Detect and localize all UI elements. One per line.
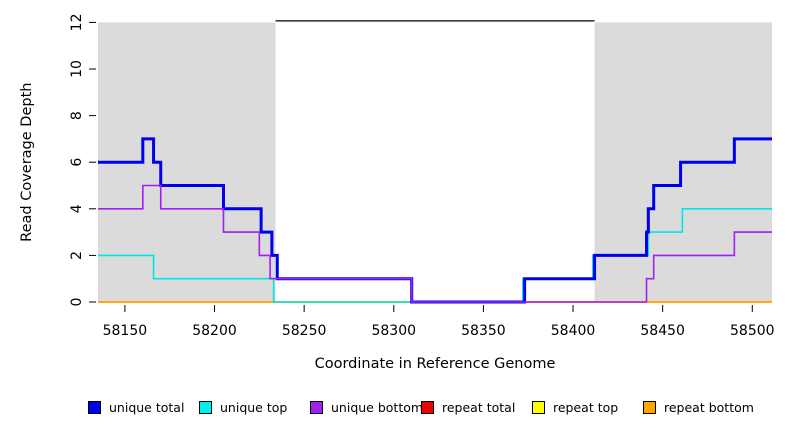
x-tick-label: 58150 [103, 323, 148, 339]
legend-label: repeat total [442, 399, 516, 415]
legend-swatch-icon [643, 400, 656, 414]
legend-label: unique bottom [331, 399, 424, 415]
legend-label: repeat bottom [664, 399, 754, 415]
y-tick-label: 0 [69, 298, 85, 307]
x-tick-label: 58350 [461, 323, 506, 339]
x-tick-label: 58200 [192, 323, 237, 339]
x-tick-label: 58300 [371, 323, 416, 339]
x-tick-label: 58450 [640, 323, 685, 339]
legend-swatch-icon [310, 400, 323, 414]
legend-label: unique top [220, 399, 288, 415]
legend-item-repeat-top: repeat top [532, 399, 618, 415]
legend-item-repeat-total: repeat total [421, 399, 515, 415]
x-tick-label: 58250 [282, 323, 327, 339]
chart-legend: unique total unique top unique bottom repea… [0, 399, 792, 419]
legend-label: repeat top [553, 399, 619, 415]
legend-item-repeat-bottom: repeat bottom [643, 399, 754, 415]
y-tick-label: 4 [69, 204, 85, 213]
legend-item-unique-bottom: unique bottom [310, 399, 423, 415]
legend-swatch-icon [532, 400, 545, 414]
y-tick-label: 10 [69, 60, 85, 78]
legend-swatch-icon [421, 400, 434, 414]
y-tick-label: 8 [69, 111, 85, 120]
legend-swatch-icon [199, 400, 212, 414]
legend-item-unique-total: unique total [88, 399, 184, 415]
legend-item-unique-top: unique top [199, 399, 287, 415]
y-tick-label: 12 [69, 13, 85, 31]
legend-label: unique total [109, 399, 185, 415]
y-tick-label: 6 [69, 158, 85, 167]
x-tick-label: 58500 [730, 323, 775, 339]
series-unique-bottom [98, 184, 772, 303]
x-axis-title: Coordinate in Reference Genome [315, 356, 556, 372]
y-axis-title: Read Coverage Depth [19, 83, 35, 242]
y-tick-label: 2 [69, 251, 85, 260]
x-tick-label: 58400 [551, 323, 596, 339]
legend-swatch-icon [88, 400, 101, 414]
